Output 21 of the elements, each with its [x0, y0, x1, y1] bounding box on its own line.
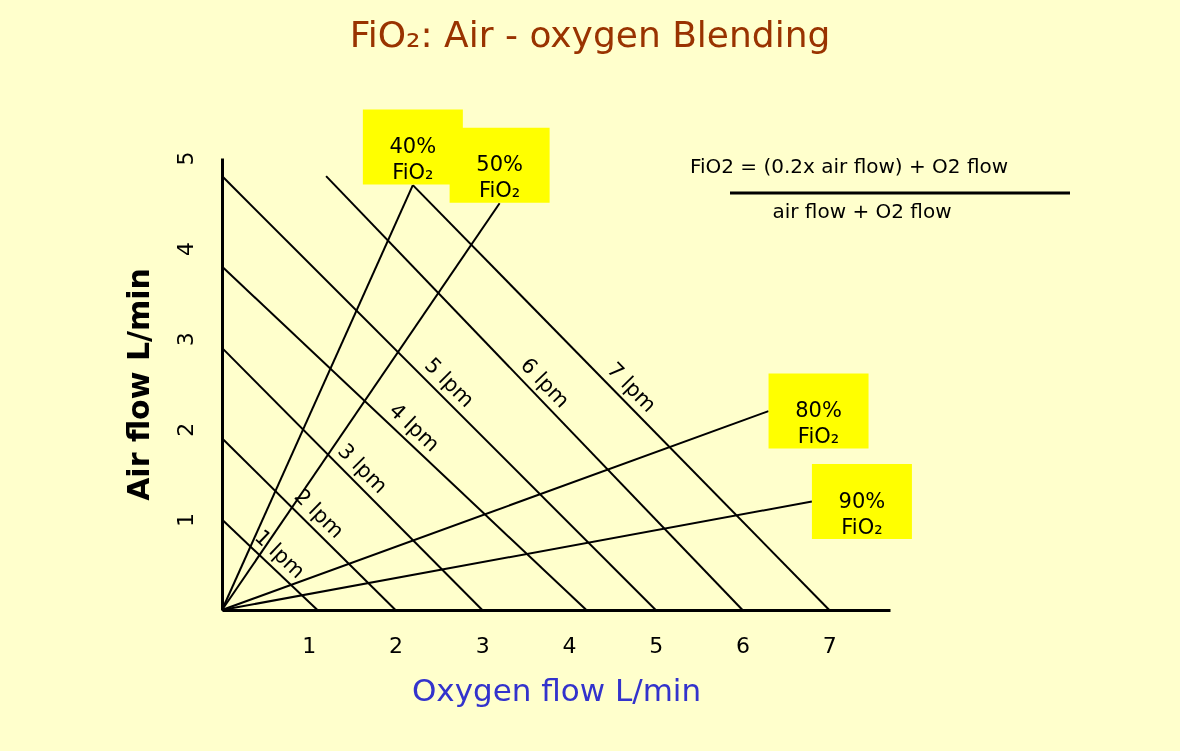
- y-axis-title: Air flow L/min: [120, 268, 156, 501]
- y-tick-label: 1: [172, 513, 198, 528]
- x-tick-label: 4: [562, 632, 577, 658]
- series-label: 90% FiO₂: [838, 488, 886, 539]
- x-tick-label: 2: [389, 632, 404, 658]
- chart-title: FiO₂: Air - oxygen Blending: [349, 13, 831, 55]
- x-tick-label: 7: [822, 632, 837, 658]
- x-tick-label: 1: [302, 632, 317, 658]
- x-tick-label: 6: [736, 632, 751, 658]
- y-tick-label: 2: [172, 422, 198, 437]
- y-tick-label: 3: [172, 332, 198, 347]
- y-tick-label: 5: [172, 151, 198, 166]
- y-tick-label: 4: [172, 241, 198, 256]
- x-tick-label: 5: [649, 632, 664, 658]
- series-label: 40% FiO₂: [389, 134, 437, 185]
- series-label: 50% FiO₂: [476, 152, 523, 203]
- annotation: FiO2 = (0.2x air flow) + O2 flow: [689, 154, 1009, 178]
- x-axis-title: Oxygen flow L/min: [411, 671, 702, 708]
- annotation: air flow + O2 flow: [772, 199, 952, 223]
- x-tick-label: 3: [475, 632, 490, 658]
- series-label: 80% FiO₂: [795, 398, 842, 449]
